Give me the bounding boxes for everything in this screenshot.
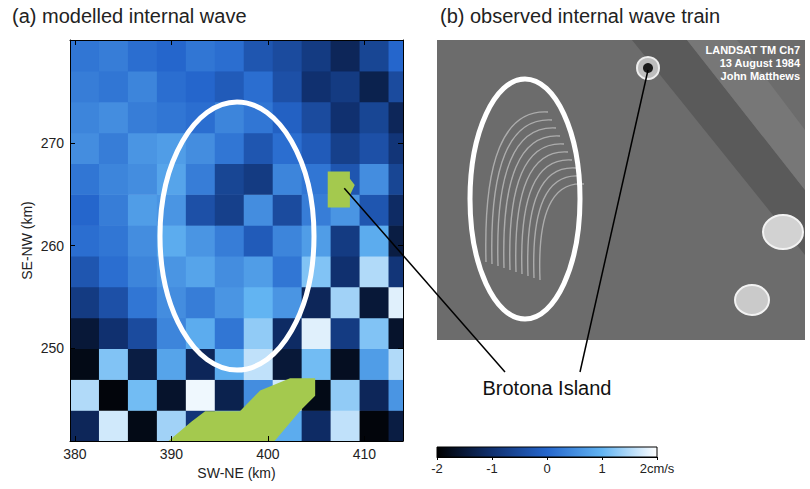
svg-text:SW-NE (km): SW-NE (km) <box>197 465 275 481</box>
svg-text:260: 260 <box>41 238 65 254</box>
svg-text:John Matthews: John Matthews <box>721 70 800 82</box>
svg-text:0: 0 <box>543 461 550 476</box>
svg-text:LANDSAT TM Ch7: LANDSAT TM Ch7 <box>705 44 800 56</box>
svg-text:390: 390 <box>160 446 184 462</box>
svg-text:410: 410 <box>353 446 377 462</box>
svg-text:SE-NW (km): SE-NW (km) <box>19 201 35 280</box>
svg-text:380: 380 <box>63 446 87 462</box>
svg-text:-1: -1 <box>486 461 498 476</box>
svg-text:(b) observed internal wave tra: (b) observed internal wave train <box>440 5 720 27</box>
svg-text:1: 1 <box>598 461 605 476</box>
svg-text:270: 270 <box>41 135 65 151</box>
svg-text:250: 250 <box>41 340 65 356</box>
svg-text:(a) modelled internal wave: (a) modelled internal wave <box>12 5 247 27</box>
svg-text:Brotona Island: Brotona Island <box>483 377 612 399</box>
svg-text:400: 400 <box>256 446 280 462</box>
svg-text:13 August 1984: 13 August 1984 <box>720 57 801 69</box>
svg-text:-2: -2 <box>431 461 443 476</box>
svg-text:2cm/s: 2cm/s <box>640 461 675 476</box>
